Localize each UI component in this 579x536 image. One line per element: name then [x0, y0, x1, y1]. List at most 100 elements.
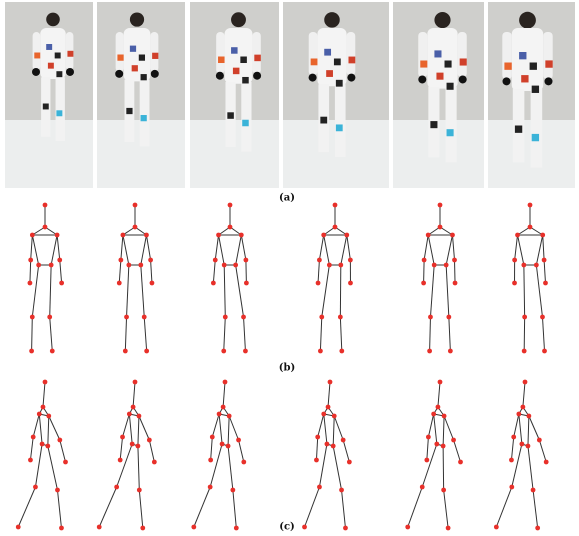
joint	[50, 349, 55, 354]
bone	[529, 416, 539, 440]
joint	[338, 263, 343, 268]
joint	[302, 525, 307, 530]
bone	[224, 317, 226, 351]
marker-patch	[519, 52, 526, 59]
joint	[446, 526, 451, 531]
bone	[60, 440, 66, 462]
joint	[540, 315, 545, 320]
bone	[434, 414, 437, 444]
joint	[43, 380, 48, 385]
skeleton	[28, 203, 65, 354]
bone	[99, 487, 116, 527]
bone	[30, 437, 33, 460]
joint	[528, 203, 533, 208]
joint	[133, 225, 138, 230]
joint	[131, 405, 136, 410]
joint	[315, 435, 320, 440]
glove	[115, 70, 123, 78]
bone	[334, 416, 343, 440]
bone	[212, 414, 219, 437]
joint	[520, 405, 525, 410]
bone	[50, 265, 51, 317]
panel-label: (b)	[279, 363, 295, 374]
marker-patch	[34, 53, 40, 59]
joint	[325, 442, 330, 447]
bone	[241, 235, 246, 260]
bone	[512, 444, 522, 487]
joint	[130, 442, 135, 447]
bone	[422, 444, 437, 487]
joint	[521, 263, 526, 268]
joint	[450, 233, 455, 238]
glove	[545, 77, 553, 85]
joint	[241, 315, 246, 320]
joint	[234, 526, 239, 531]
joint	[138, 263, 143, 268]
bone	[536, 265, 542, 317]
joint	[523, 380, 528, 385]
bone	[127, 265, 129, 317]
photo	[190, 2, 279, 188]
joint	[512, 281, 517, 286]
joint	[28, 458, 33, 463]
joint	[233, 263, 238, 268]
bone	[455, 260, 456, 283]
bone	[454, 440, 461, 462]
joint	[319, 315, 324, 320]
joint	[424, 458, 429, 463]
joint	[434, 442, 439, 447]
marker-patch	[324, 49, 331, 56]
head	[46, 13, 60, 27]
joint	[124, 315, 129, 320]
bone	[246, 260, 247, 283]
joint	[512, 258, 517, 263]
bone	[428, 235, 434, 265]
glove	[151, 70, 159, 78]
left-arm	[309, 32, 318, 76]
right-leg	[140, 80, 150, 147]
glove	[32, 68, 40, 76]
marker-patch	[152, 53, 158, 59]
joint	[422, 258, 427, 263]
bone	[533, 490, 538, 528]
joint	[133, 203, 138, 208]
glove	[309, 74, 317, 82]
joint	[428, 315, 433, 320]
joint	[241, 460, 246, 465]
marker-patch	[447, 83, 454, 90]
bone	[32, 235, 38, 265]
joint	[137, 414, 142, 419]
joint	[118, 458, 123, 463]
joint	[344, 233, 349, 238]
joint	[426, 233, 431, 238]
marker-patch	[132, 65, 138, 71]
skeleton	[316, 203, 353, 354]
joint	[348, 281, 353, 286]
bone	[539, 440, 546, 462]
joint	[57, 438, 62, 443]
joint	[133, 380, 138, 385]
marker-patch	[139, 55, 145, 61]
skeleton	[421, 203, 457, 354]
joint	[31, 435, 36, 440]
joint	[117, 281, 122, 286]
bone	[544, 260, 545, 283]
photo	[5, 2, 93, 188]
bone	[236, 235, 242, 265]
joint	[426, 435, 431, 440]
bone	[430, 265, 434, 317]
bone	[438, 382, 440, 407]
glove	[459, 75, 467, 83]
bone	[244, 317, 246, 351]
joint	[221, 349, 226, 354]
bone	[444, 416, 453, 440]
bone	[543, 235, 544, 260]
joint	[341, 438, 346, 443]
bone	[49, 416, 60, 440]
glove	[503, 77, 511, 85]
marker-patch	[254, 55, 261, 62]
bone	[139, 490, 142, 528]
joint	[321, 233, 326, 238]
left-arm	[418, 32, 427, 77]
bone	[333, 416, 334, 446]
